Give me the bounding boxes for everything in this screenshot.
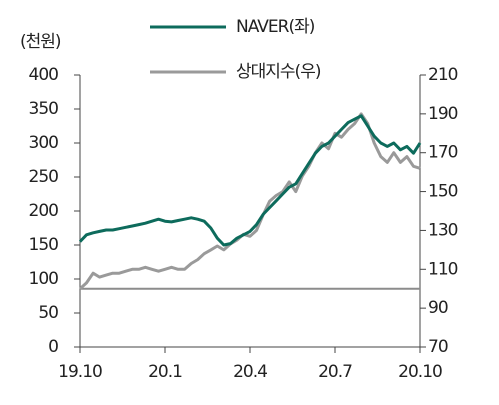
y2-tick-label: 110 [428,259,458,279]
x-tick-label: 20.10 [398,362,442,382]
y-tick-label: 300 [29,133,59,153]
y2-tick-label: 170 [428,143,458,163]
y-tick-label: 50 [38,303,58,323]
y2-tick-label: 190 [428,104,458,124]
y-axis-label: (천원) [20,32,61,52]
legend-label: NAVER(좌) [236,17,315,37]
x-tick-label: 20.1 [148,362,182,382]
series-line [78,114,422,247]
legend-label: 상대지수(우) [236,62,321,82]
x-tick-label: 20.7 [318,362,352,382]
y-tick-label: 150 [29,235,59,255]
y2-tick-label: 150 [428,182,458,202]
y2-tick-label: 90 [428,298,448,318]
y2-tick-label: 210 [428,65,458,85]
x-tick-label: 19.10 [58,362,102,382]
y-tick-label: 350 [29,99,59,119]
y2-tick-label: 130 [428,220,458,240]
y-tick-label: 200 [29,201,59,221]
y-tick-label: 0 [48,337,58,357]
y-tick-label: 250 [29,167,59,187]
series-line [79,112,421,290]
y-tick-label: 100 [29,269,59,289]
x-tick-label: 20.4 [233,362,267,382]
y2-tick-label: 70 [428,337,448,357]
y-tick-label: 400 [29,65,59,85]
